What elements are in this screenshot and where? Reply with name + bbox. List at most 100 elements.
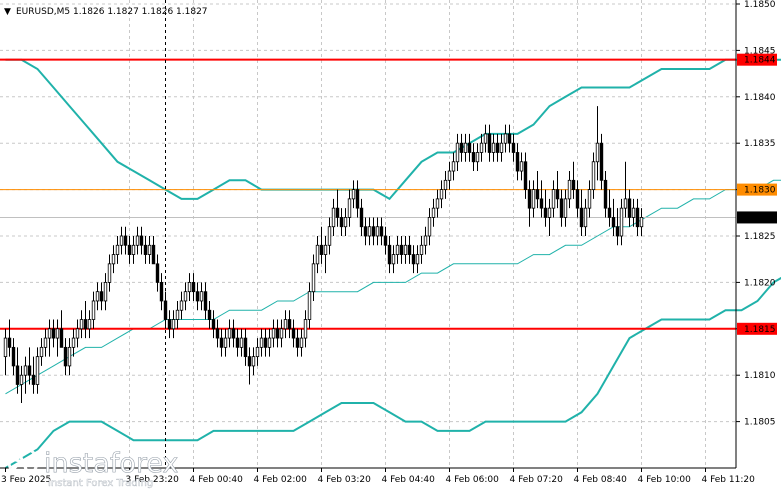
candle <box>639 208 644 236</box>
candle <box>451 152 456 181</box>
candle <box>471 143 476 172</box>
candle-body <box>475 152 480 163</box>
candle <box>375 217 380 246</box>
candle-body <box>159 281 164 302</box>
candle <box>167 310 172 339</box>
candle <box>319 226 324 264</box>
candle-body <box>335 207 340 218</box>
candle <box>627 189 632 227</box>
candle-body <box>407 244 412 255</box>
candle <box>299 328 304 357</box>
candle <box>263 328 268 357</box>
candle-body <box>43 337 48 348</box>
level-tag-support-bg <box>737 322 777 335</box>
candle <box>363 217 368 246</box>
candle-body <box>79 319 84 330</box>
candle-body <box>47 328 52 339</box>
candle-body <box>323 244 328 255</box>
candle-body <box>227 328 232 339</box>
candle <box>207 300 212 329</box>
candle <box>407 236 412 264</box>
candle <box>499 133 504 162</box>
candle <box>339 208 344 236</box>
candle <box>523 152 528 199</box>
candle <box>615 208 620 246</box>
candle <box>599 133 604 190</box>
candle-body <box>71 337 76 348</box>
candle-body <box>471 152 476 163</box>
candle-body <box>251 356 256 367</box>
candle <box>31 356 36 394</box>
candle <box>51 319 56 348</box>
time-tick-label: 4 Feb 04:40 <box>382 475 436 485</box>
candle <box>395 236 400 264</box>
candle-body <box>351 189 356 200</box>
candle-body <box>127 244 132 255</box>
candle <box>323 236 328 274</box>
candle <box>399 236 404 264</box>
time-tick-label: 3 Feb 23:20 <box>126 475 180 485</box>
candle <box>127 236 132 264</box>
candle <box>71 328 76 357</box>
candle-body <box>179 300 184 311</box>
candle-body <box>95 291 100 302</box>
candle-body <box>167 319 172 330</box>
price-tick-label: 1.1810 <box>744 371 776 381</box>
candle-body <box>367 226 372 237</box>
candle-body <box>31 374 36 385</box>
watermark-tagline: Instant Forex Trading <box>48 478 153 489</box>
candle <box>91 291 96 329</box>
price-tick-label: 1.1850 <box>744 0 776 10</box>
candle-body <box>19 374 24 385</box>
candle <box>415 245 420 274</box>
candle-body <box>615 226 620 237</box>
header-marker[interactable]: ▼ <box>4 7 11 17</box>
candle-body <box>87 319 92 330</box>
candle-body <box>107 263 112 283</box>
candle-body <box>7 337 12 348</box>
candle <box>315 236 320 274</box>
candle-body <box>555 189 560 200</box>
candle <box>95 282 100 311</box>
candle <box>503 124 508 153</box>
candle-body <box>247 356 252 367</box>
candle <box>15 347 20 394</box>
candle-body <box>467 142 472 153</box>
candle <box>111 245 116 274</box>
candle-body <box>343 217 348 228</box>
candle-body <box>203 291 208 311</box>
candle <box>495 133 500 162</box>
candle-body <box>111 254 116 265</box>
candle <box>223 328 228 357</box>
candle-body <box>595 142 600 163</box>
candle <box>159 273 164 311</box>
candle <box>303 310 308 348</box>
candle <box>419 236 424 264</box>
candle <box>107 254 112 292</box>
candle <box>47 319 52 357</box>
candle <box>427 208 432 246</box>
candle <box>247 347 252 385</box>
candle-body <box>427 217 432 237</box>
candle-body <box>503 133 508 144</box>
candle-body <box>275 328 280 339</box>
current-price-tag-bg <box>737 211 777 224</box>
candle-body <box>451 161 456 172</box>
candle-body <box>83 319 88 330</box>
candle-body <box>507 133 512 144</box>
candle <box>7 319 12 357</box>
watermark: instaforex Instant Forex Trading <box>7 446 179 489</box>
candle <box>11 338 16 376</box>
candle-body <box>39 346 44 358</box>
candle <box>251 347 256 376</box>
candle <box>603 171 608 218</box>
candle <box>203 282 208 320</box>
candle <box>535 171 540 209</box>
candle <box>559 189 564 227</box>
candle-body <box>483 133 488 144</box>
price-tick-label: 1.1835 <box>744 139 776 149</box>
candle <box>239 328 244 357</box>
candle <box>631 198 636 227</box>
candle-body <box>591 161 596 190</box>
